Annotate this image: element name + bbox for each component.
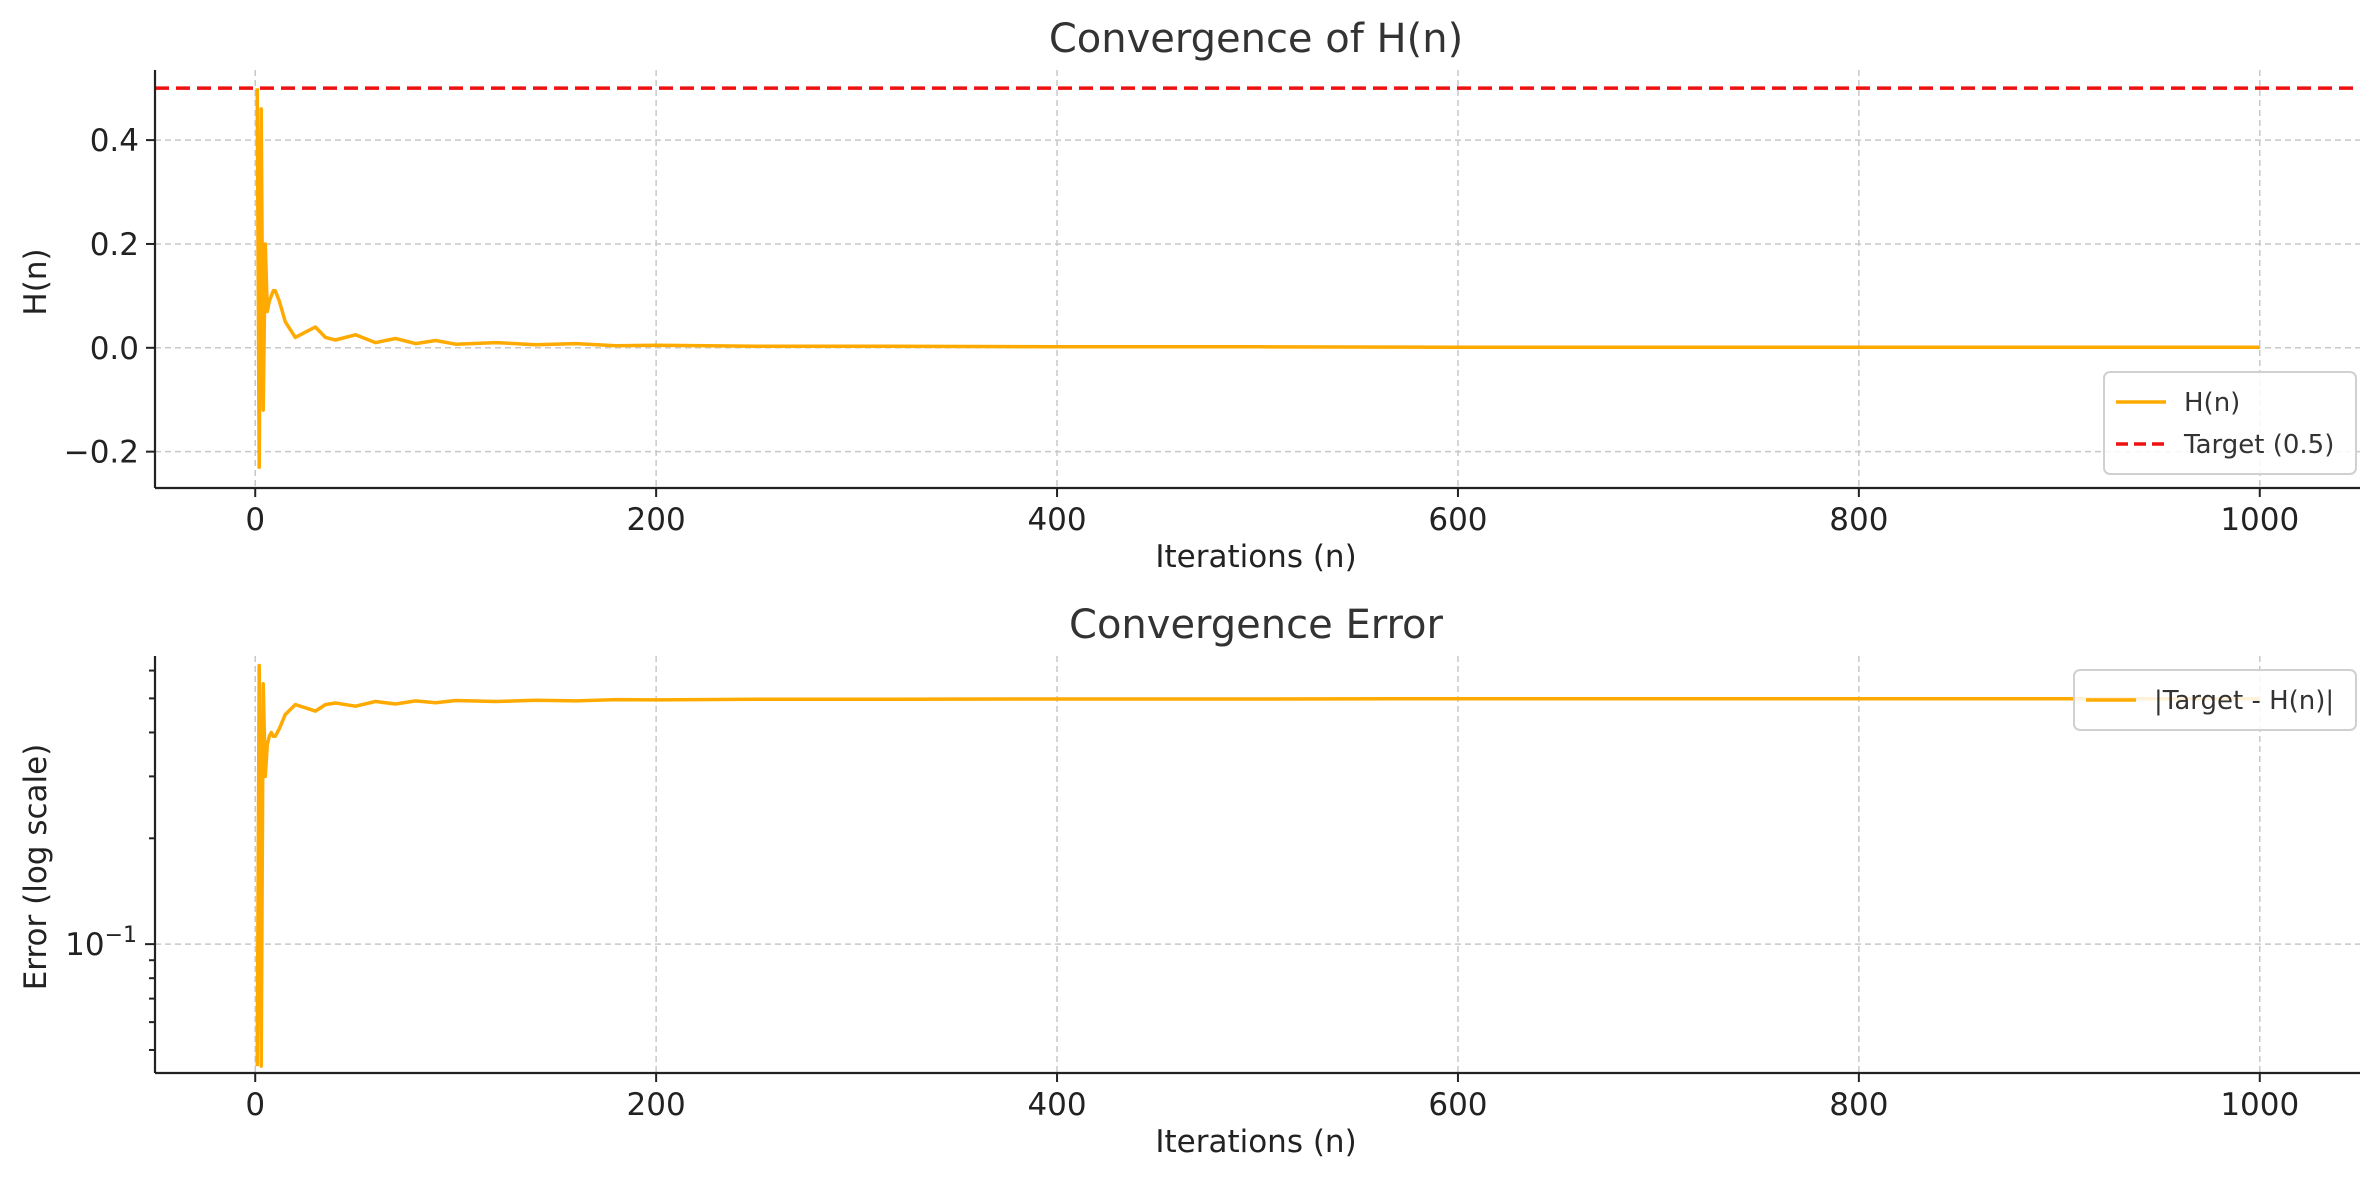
series-line — [255, 663, 2260, 1068]
x-axis-label: Iterations (n) — [1155, 1124, 1356, 1160]
legend-label: |Target - H(n)| — [2154, 686, 2334, 716]
chart-convergence-error: Convergence Error 0 200 400 600 800 100010−1 … — [18, 602, 2360, 1160]
chart-convergence-of-h: Convergence of H(n) 0 200 400 600 800 1000 −0.… — [18, 16, 2360, 575]
x-tick-label: 400 — [1027, 502, 1086, 538]
x-axis-label: Iterations (n) — [1155, 539, 1356, 575]
x-tick-label: 1000 — [2220, 502, 2299, 538]
y-tick-label: −0.2 — [64, 435, 139, 471]
legend-label: Target (0.5) — [2183, 430, 2334, 460]
y-tick-label: 0.2 — [90, 227, 139, 263]
x-tick-label: 0 — [245, 502, 265, 538]
x-tick-label: 1000 — [2220, 1087, 2299, 1123]
y-tick-label: 0.4 — [90, 123, 139, 159]
x-tick-label: 600 — [1428, 502, 1487, 538]
y-tick-label: 10−1 — [65, 923, 137, 963]
x-tick-label: 600 — [1428, 1087, 1487, 1123]
y-axis-label: Error (log scale) — [18, 744, 54, 991]
y-axis-label: H(n) — [18, 248, 54, 315]
legend — [2073, 669, 2357, 731]
x-tick-label: 200 — [627, 502, 686, 538]
chart-title: Convergence of H(n) — [1049, 16, 1463, 62]
x-tick-label: 0 — [245, 1087, 265, 1123]
legend-label: H(n) — [2184, 388, 2240, 418]
x-tick-label: 800 — [1829, 502, 1888, 538]
legend — [2103, 371, 2357, 475]
x-tick-label: 400 — [1027, 1087, 1086, 1123]
y-tick-label: 0.0 — [90, 331, 139, 367]
chart-title: Convergence Error — [1069, 602, 1444, 648]
series-line — [255, 88, 2260, 469]
x-tick-label: 200 — [627, 1087, 686, 1123]
x-tick-label: 800 — [1829, 1087, 1888, 1123]
